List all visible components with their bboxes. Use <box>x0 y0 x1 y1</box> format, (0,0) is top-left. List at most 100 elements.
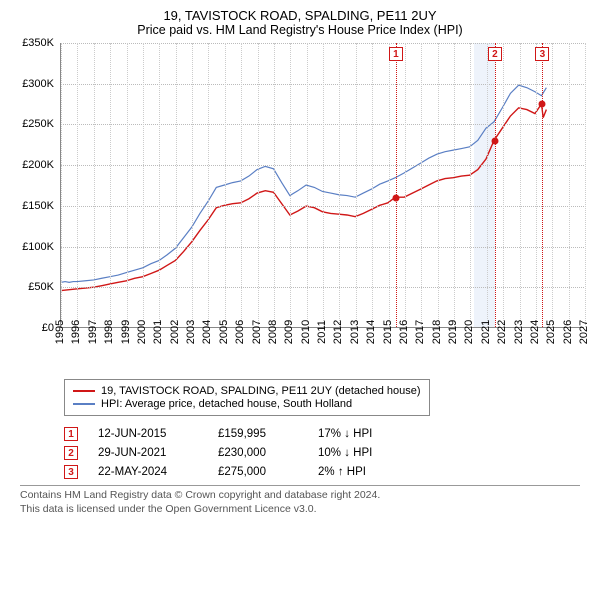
x-tick-label: 2004 <box>201 320 213 344</box>
sale-diff: 17% ↓ HPI <box>318 428 408 440</box>
sale-marker-box: 2 <box>488 47 502 61</box>
legend-box: 19, TAVISTOCK ROAD, SPALDING, PE11 2UY (… <box>64 379 430 416</box>
legend-label: 19, TAVISTOCK ROAD, SPALDING, PE11 2UY (… <box>101 385 421 397</box>
x-tick-label: 2011 <box>316 320 328 344</box>
y-tick-label: £250K <box>22 118 54 130</box>
sale-number-box: 1 <box>64 427 78 441</box>
y-tick-label: £200K <box>22 159 54 171</box>
sale-date: 22-MAY-2024 <box>98 466 198 478</box>
y-tick-label: £150K <box>22 200 54 212</box>
x-tick-label: 2021 <box>480 320 492 344</box>
grid-line-v <box>536 43 537 327</box>
grid-line-v <box>438 43 439 327</box>
grid-line-v <box>61 43 62 327</box>
series-property <box>61 104 546 291</box>
legend-swatch <box>73 390 95 392</box>
sales-row: 229-JUN-2021£230,00010% ↓ HPI <box>64 446 590 460</box>
grid-line-v <box>258 43 259 327</box>
grid-line-v <box>323 43 324 327</box>
footer-line-1: Contains HM Land Registry data © Crown c… <box>20 489 580 503</box>
x-tick-label: 1996 <box>70 320 82 344</box>
footer: Contains HM Land Registry data © Crown c… <box>20 485 580 516</box>
grid-line-v <box>454 43 455 327</box>
x-tick-label: 2006 <box>234 320 246 344</box>
grid-line-v <box>94 43 95 327</box>
grid-line-v <box>339 43 340 327</box>
plot-area: 1 2 3 <box>60 43 584 328</box>
series-hpi <box>61 85 546 282</box>
chart-subtitle: Price paid vs. HM Land Registry's House … <box>10 23 590 37</box>
sale-vline <box>396 43 397 327</box>
x-tick-label: 2005 <box>218 320 230 344</box>
grid-line-v <box>421 43 422 327</box>
chart-area: £0£50K£100K£150K£200K£250K£300K£350K 123… <box>10 43 590 373</box>
x-tick-label: 1998 <box>103 320 115 344</box>
grid-line-v <box>307 43 308 327</box>
grid-line-v <box>208 43 209 327</box>
x-tick-label: 1997 <box>87 320 99 344</box>
y-tick-label: £300K <box>22 78 54 90</box>
grid-line-v <box>241 43 242 327</box>
x-tick-label: 2027 <box>578 320 590 344</box>
y-axis: £0£50K£100K£150K£200K£250K£300K£350K <box>10 43 58 328</box>
x-tick-label: 2009 <box>283 320 295 344</box>
grid-line-v <box>127 43 128 327</box>
sale-number-box: 2 <box>64 446 78 460</box>
x-tick-label: 2007 <box>251 320 263 344</box>
grid-line-v <box>585 43 586 327</box>
grid-line-v <box>159 43 160 327</box>
grid-line-v <box>225 43 226 327</box>
x-tick-label: 2001 <box>152 320 164 344</box>
sale-price: £230,000 <box>218 447 298 459</box>
y-tick-label: £0 <box>42 322 54 334</box>
x-tick-label: 2024 <box>529 320 541 344</box>
chart-title: 19, TAVISTOCK ROAD, SPALDING, PE11 2UY <box>10 8 590 23</box>
x-tick-label: 2013 <box>349 320 361 344</box>
x-tick-label: 2002 <box>169 320 181 344</box>
x-tick-label: 2023 <box>513 320 525 344</box>
sale-date: 12-JUN-2015 <box>98 428 198 440</box>
grid-line-v <box>569 43 570 327</box>
grid-line-v <box>503 43 504 327</box>
sale-marker-box: 1 <box>389 47 403 61</box>
x-tick-label: 2014 <box>365 320 377 344</box>
grid-line-v <box>487 43 488 327</box>
y-tick-label: £50K <box>28 281 54 293</box>
grid-line-v <box>552 43 553 327</box>
x-tick-label: 2012 <box>332 320 344 344</box>
legend-row: HPI: Average price, detached house, Sout… <box>73 398 421 410</box>
sale-number-box: 3 <box>64 465 78 479</box>
sale-point <box>539 101 546 108</box>
x-axis: 1995199619971998199920002001200220032004… <box>60 328 584 373</box>
x-tick-label: 2019 <box>447 320 459 344</box>
grid-line-v <box>290 43 291 327</box>
x-tick-label: 2003 <box>185 320 197 344</box>
grid-line-v <box>405 43 406 327</box>
x-tick-label: 1999 <box>120 320 132 344</box>
grid-line-v <box>389 43 390 327</box>
x-tick-label: 2008 <box>267 320 279 344</box>
grid-line-v <box>176 43 177 327</box>
sale-marker-box: 3 <box>535 47 549 61</box>
x-tick-label: 2025 <box>545 320 557 344</box>
grid-line-v <box>110 43 111 327</box>
x-tick-label: 1995 <box>54 320 66 344</box>
legend-row: 19, TAVISTOCK ROAD, SPALDING, PE11 2UY (… <box>73 385 421 397</box>
x-tick-label: 2018 <box>431 320 443 344</box>
grid-line-v <box>470 43 471 327</box>
sales-row: 1 12-JUN-2015 £159,995 17% ↓ HPI <box>64 427 590 441</box>
sale-vline <box>495 43 496 327</box>
grid-line-v <box>356 43 357 327</box>
sale-point <box>491 137 498 144</box>
sale-price: £159,995 <box>218 428 298 440</box>
legend-label: HPI: Average price, detached house, Sout… <box>101 398 352 410</box>
grid-line-v <box>520 43 521 327</box>
sale-diff: 2% ↑ HPI <box>318 466 408 478</box>
x-tick-label: 2020 <box>463 320 475 344</box>
sale-price: £275,000 <box>218 466 298 478</box>
y-tick-label: £350K <box>22 37 54 49</box>
grid-line-v <box>274 43 275 327</box>
grid-line-v <box>372 43 373 327</box>
sale-vline <box>542 43 543 327</box>
sales-table: 1 12-JUN-2015 £159,995 17% ↓ HPI 229-JUN-202… <box>64 427 590 479</box>
